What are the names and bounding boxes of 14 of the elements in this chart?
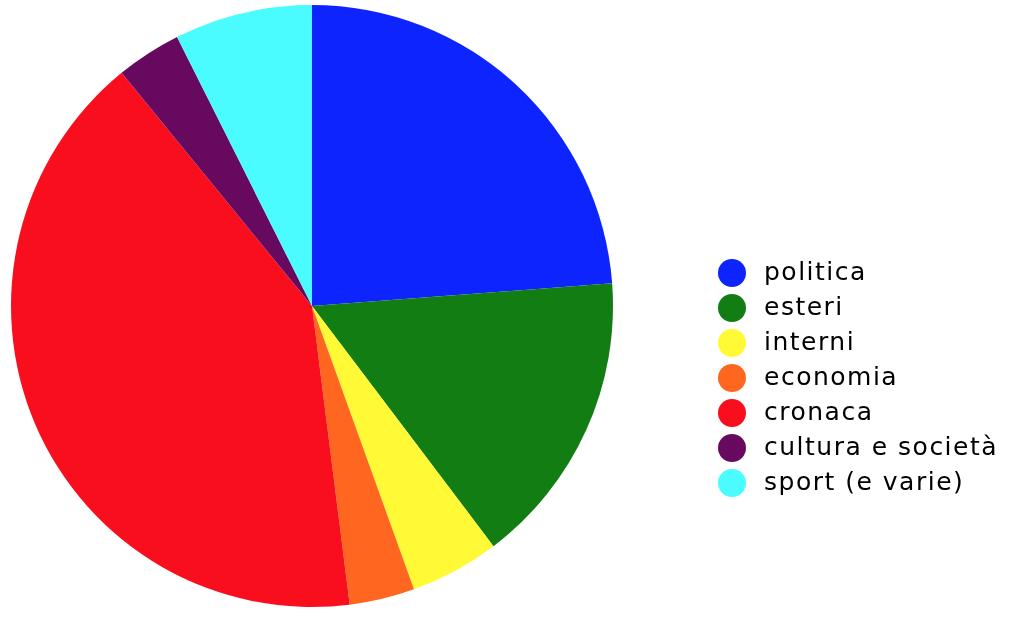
legend-label: cultura e società	[764, 432, 999, 461]
legend-label: esteri	[764, 292, 844, 321]
legend-label: sport (e varie)	[764, 467, 965, 496]
legend-label: interni	[764, 327, 856, 356]
legend-label: cronaca	[764, 397, 874, 426]
pie-slice	[11, 72, 350, 607]
pie-slice	[312, 283, 613, 547]
legend-label: economia	[764, 362, 899, 391]
legend-label: politica	[764, 257, 867, 286]
pie-slice	[312, 306, 494, 590]
pie-slice	[312, 5, 613, 306]
pie-slice	[121, 36, 312, 306]
pie-slice	[312, 306, 414, 605]
pie-slice	[177, 5, 312, 306]
